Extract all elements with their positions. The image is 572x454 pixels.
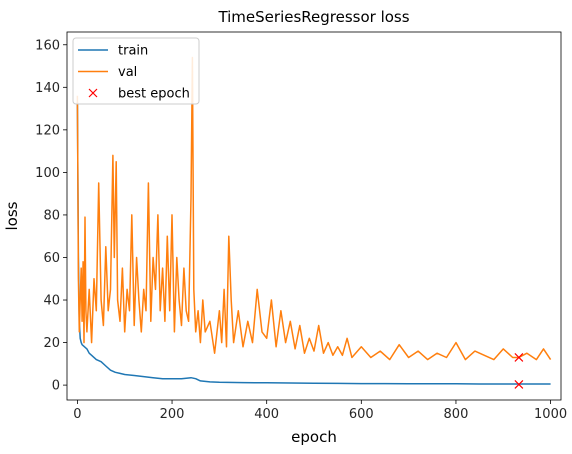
- legend-label: train: [118, 44, 148, 59]
- y-tick-label: 100: [35, 166, 60, 181]
- series-line-val: [76, 56, 552, 361]
- x-tick-label: 800: [444, 407, 469, 422]
- y-axis-label: loss: [3, 201, 21, 230]
- x-tick-label: 400: [254, 407, 279, 422]
- legend-box: [72, 37, 200, 105]
- y-tick-label: 20: [43, 336, 60, 351]
- best-epoch-marker: [514, 380, 524, 389]
- y-tick-label: 120: [35, 123, 60, 138]
- axes: 0 200 400 600 800 1000 0 20 40 60 80 100 120 140 160: [35, 31, 567, 422]
- legend-marker-best-epoch: [88, 88, 98, 98]
- y-tick-label: 0: [52, 379, 60, 394]
- legend-label: val: [118, 65, 137, 80]
- chart-title: TimeSeriesRegressor loss: [217, 8, 409, 26]
- best-epoch-marker: [514, 353, 524, 362]
- y-tick-label: 60: [43, 251, 60, 266]
- legend: train val best epoch: [72, 37, 200, 105]
- x-tick-label: 1000: [534, 407, 567, 422]
- x-tick-label: 600: [349, 407, 374, 422]
- series-group: [76, 56, 552, 385]
- y-tick-label: 140: [35, 81, 60, 96]
- y-tick-label: 40: [43, 294, 60, 309]
- x-tick-label: 200: [160, 407, 185, 422]
- y-tick-label: 80: [43, 208, 60, 223]
- axes-frame: [66, 31, 562, 401]
- legend-label: best epoch: [118, 87, 190, 102]
- series-line-train: [76, 102, 551, 385]
- x-axis-label: epoch: [291, 428, 337, 446]
- y-tick-label: 160: [35, 38, 60, 53]
- plot-area: [76, 56, 552, 389]
- x-tick-label: 0: [73, 407, 81, 422]
